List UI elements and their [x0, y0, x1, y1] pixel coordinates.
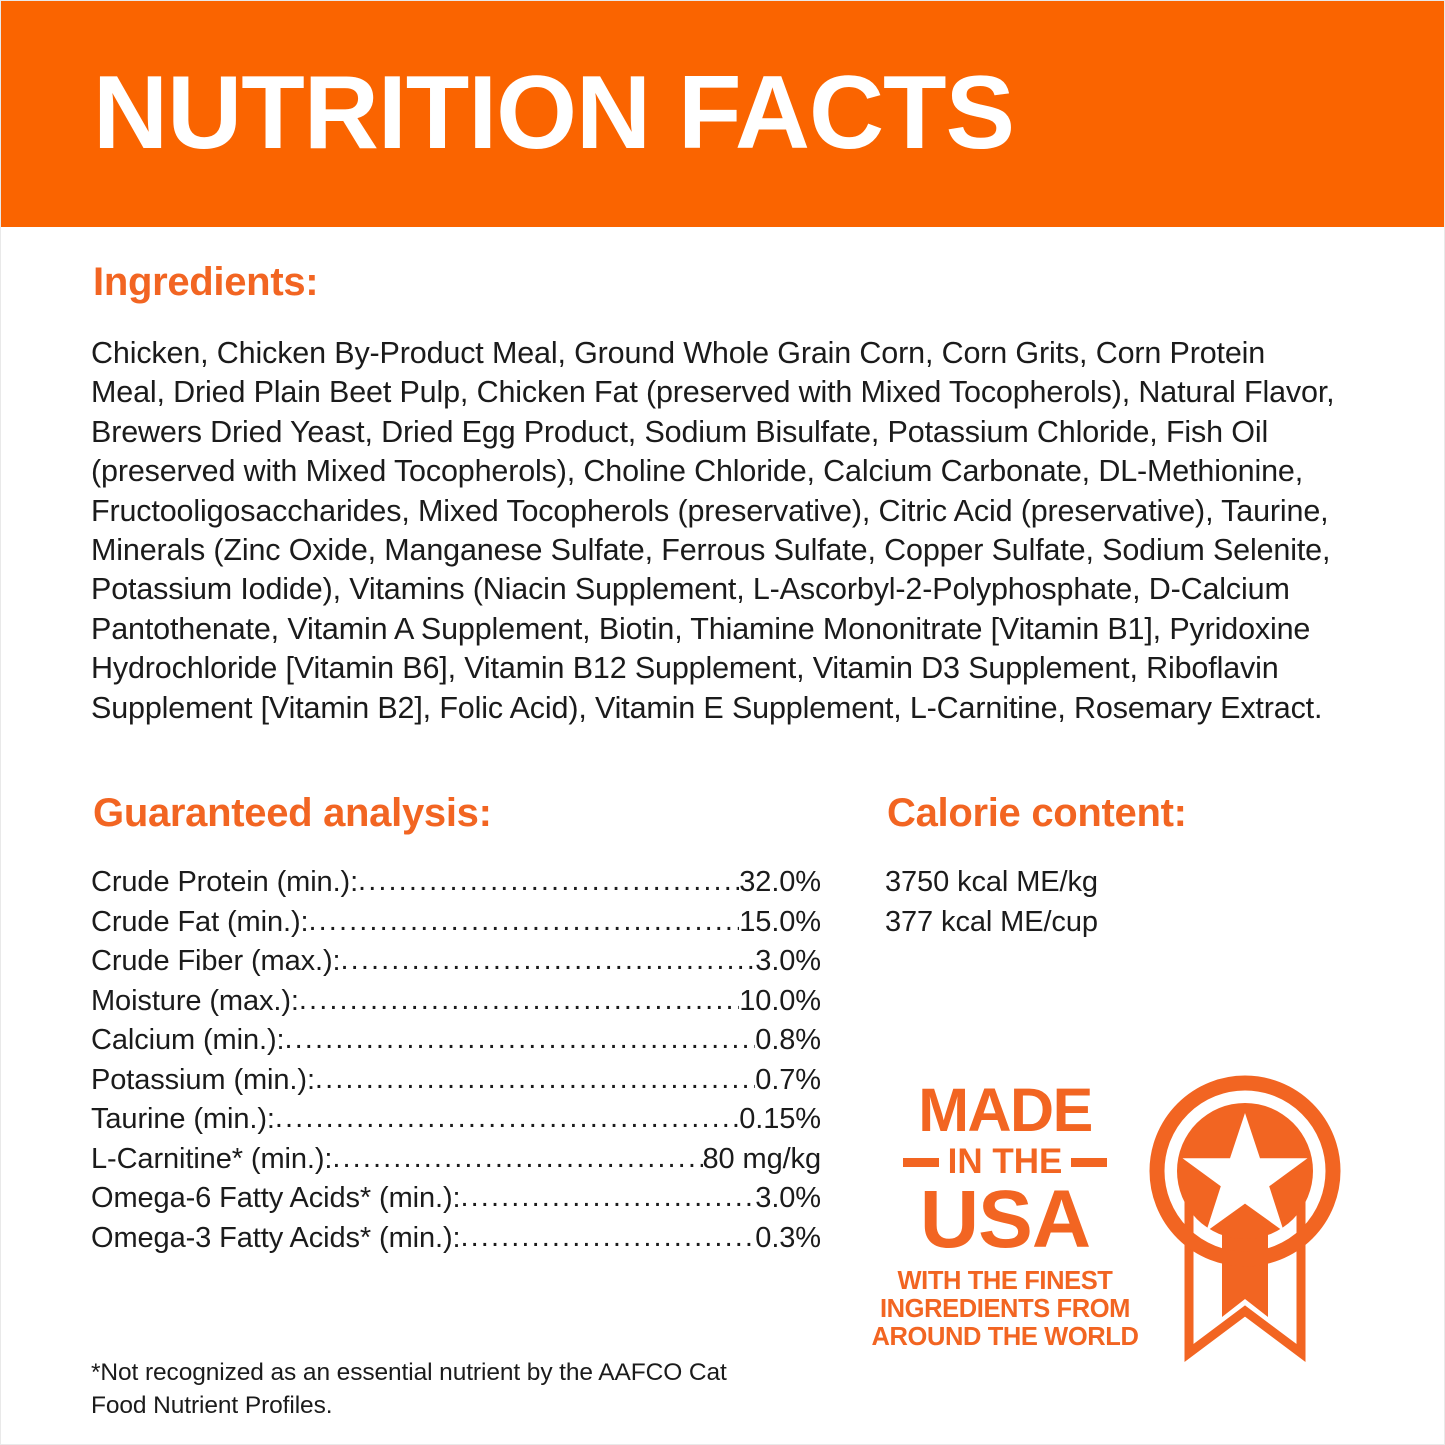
ga-row-value: 10.0%: [739, 984, 821, 1017]
ga-row-leader-dots: ........................................…: [460, 1181, 756, 1213]
ga-row-label: Omega-6 Fatty Acids* (min.):: [91, 1182, 461, 1214]
calorie-content-line: 377 kcal ME/cup: [885, 905, 1098, 938]
guaranteed-analysis-row: Calcium (min.):.........................…: [91, 1021, 821, 1061]
ga-row-label: Taurine (min.):: [91, 1103, 275, 1135]
ga-row-label: Crude Fat (min.):: [91, 905, 309, 938]
guaranteed-analysis-row: Crude Fat (min.):.......................…: [91, 903, 821, 943]
ga-row-leader-dots: ........................................…: [284, 1023, 755, 1055]
guaranteed-analysis-row: Crude Fiber (max.):.....................…: [91, 942, 821, 982]
ingredients-text: Chicken, Chicken By-Product Meal, Ground…: [91, 336, 1335, 725]
badge-rule-left-icon: [902, 1157, 939, 1167]
guaranteed-analysis-row: Crude Protein (min.):...................…: [91, 863, 821, 903]
header-band: NUTRITION FACTS: [1, 1, 1444, 227]
ga-row-value: 3.0%: [755, 1182, 821, 1214]
calorie-content-heading: Calorie content:: [887, 791, 1187, 835]
ga-row-value: 15.0%: [739, 905, 821, 938]
ga-row-value: 0.3%: [755, 1221, 821, 1254]
calorie-content-values: 3750 kcal ME/kg 377 kcal ME/cup: [885, 863, 1098, 942]
badge-subline-2: INGREDIENTS FROM: [879, 1295, 1131, 1323]
guaranteed-analysis-row: Potassium (min.):.......................…: [91, 1061, 821, 1101]
made-in-usa-text: MADE IN THE USA WITH THE FINEST INGREDIE…: [869, 1075, 1141, 1352]
ga-row-leader-dots: ........................................…: [358, 865, 739, 897]
ga-row-label: Crude Fiber (max.):: [91, 945, 341, 977]
calorie-content-line: 3750 kcal ME/kg: [885, 866, 1098, 898]
ga-row-label: Omega-3 Fatty Acids* (min.):: [91, 1221, 461, 1254]
award-ribbon-star-icon: [1149, 1075, 1341, 1362]
ga-row-value: 0.7%: [755, 1063, 821, 1096]
ga-row-value: 80 mg/kg: [702, 1142, 822, 1175]
ga-row-label: Potassium (min.):: [91, 1063, 315, 1096]
ingredients-heading: Ingredients:: [93, 260, 319, 304]
ga-row-leader-dots: ........................................…: [314, 1062, 755, 1095]
footnote-text: *Not recognized as an essential nutrient…: [91, 1359, 727, 1419]
ga-row-label: Crude Protein (min.):: [91, 866, 359, 898]
badge-subline-1: WITH THE FINEST: [897, 1267, 1113, 1295]
ga-row-leader-dots: ........................................…: [274, 1102, 739, 1134]
ga-row-label: Calcium (min.):: [91, 1024, 285, 1056]
guaranteed-analysis-row: Taurine (min.):.........................…: [91, 1100, 821, 1140]
page-title: NUTRITION FACTS: [93, 55, 1015, 171]
ga-row-leader-dots: ........................................…: [332, 1141, 702, 1174]
made-in-usa-badge: MADE IN THE USA WITH THE FINEST INGREDIE…: [869, 1075, 1349, 1375]
badge-made-label: MADE: [918, 1076, 1093, 1144]
badge-in-the-label: IN THE: [947, 1142, 1063, 1181]
badge-usa-label: USA: [919, 1174, 1091, 1265]
badge-rule-right-icon: [1071, 1157, 1108, 1167]
guaranteed-analysis-row: Omega-3 Fatty Acids* (min.):............…: [91, 1219, 821, 1259]
ga-row-value: 3.0%: [755, 945, 821, 977]
guaranteed-analysis-table: Crude Protein (min.):...................…: [91, 863, 821, 1258]
ga-row-value: 32.0%: [739, 866, 821, 898]
guaranteed-analysis-row: L-Carnitine* (min.):....................…: [91, 1140, 821, 1180]
guaranteed-analysis-row: Omega-6 Fatty Acids* (min.):............…: [91, 1179, 821, 1219]
ga-row-leader-dots: ........................................…: [460, 1220, 756, 1253]
ga-row-leader-dots: ........................................…: [298, 983, 739, 1016]
ga-row-leader-dots: ........................................…: [340, 944, 756, 976]
guaranteed-analysis-row: Moisture (max.):........................…: [91, 982, 821, 1022]
badge-in-the-row: IN THE: [869, 1144, 1141, 1180]
badge-subline-3: AROUND THE WORLD: [871, 1323, 1139, 1351]
ga-row-label: Moisture (max.):: [91, 984, 299, 1017]
ga-row-label: L-Carnitine* (min.):: [91, 1142, 333, 1175]
ga-row-leader-dots: ........................................…: [308, 904, 739, 937]
ga-row-value: 0.8%: [755, 1024, 821, 1056]
guaranteed-analysis-heading: Guaranteed analysis:: [93, 791, 492, 835]
ga-row-value: 0.15%: [739, 1103, 821, 1135]
